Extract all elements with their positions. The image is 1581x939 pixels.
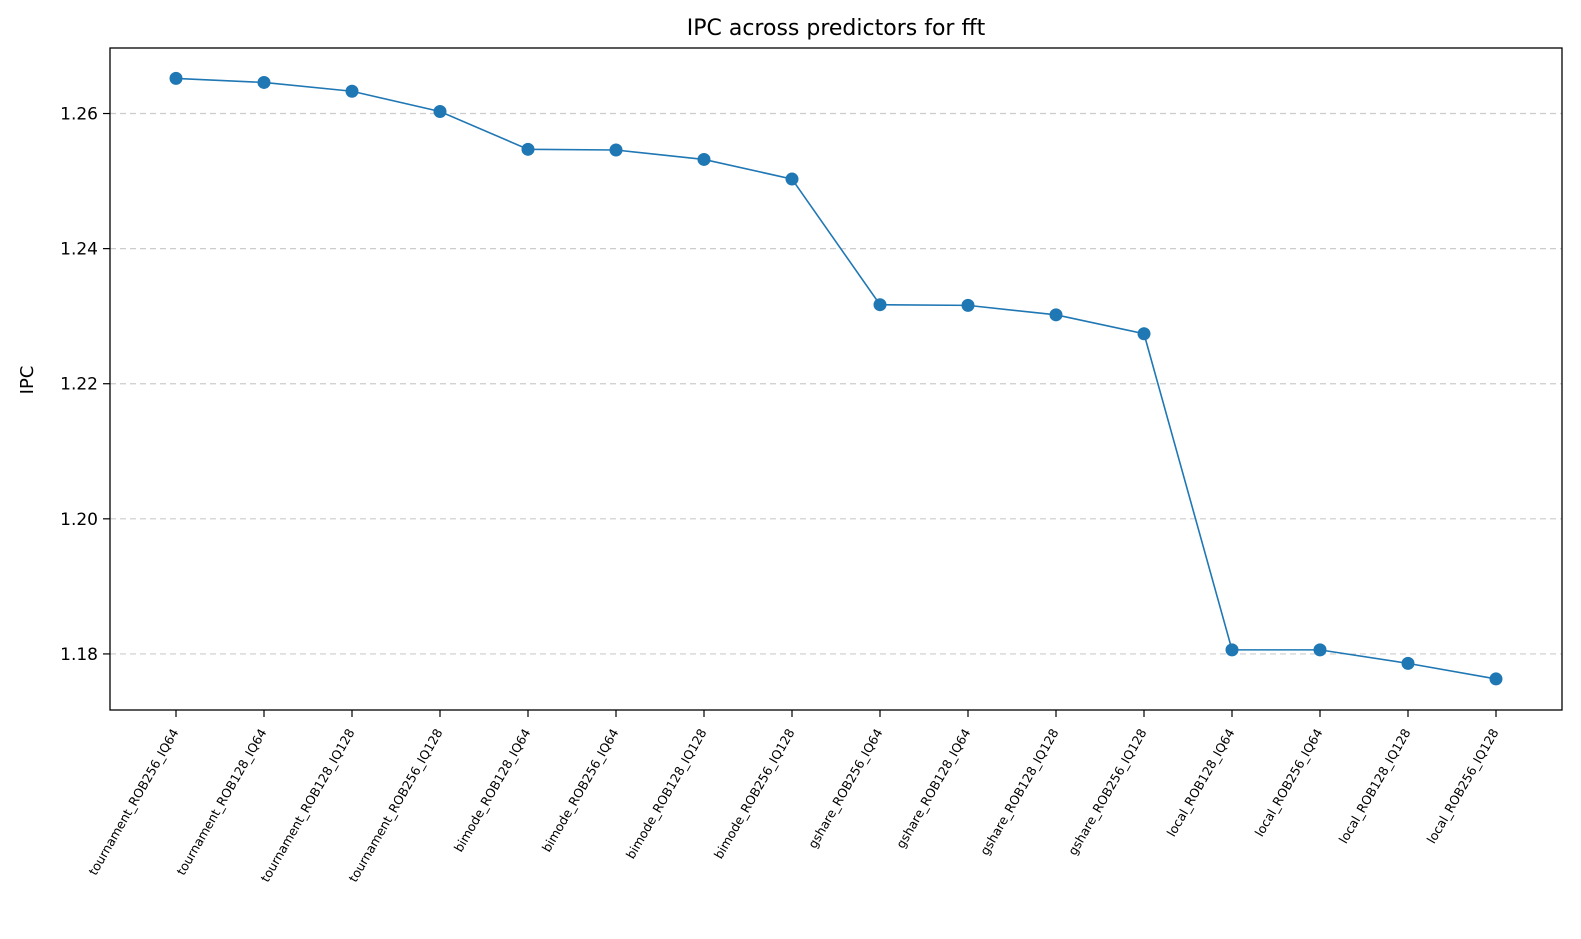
- x-tick-label: local_ROB128_IQ64: [1164, 726, 1238, 839]
- y-tick-label: 1.22: [60, 375, 98, 395]
- series-line-path: [175, 77, 1497, 680]
- data-point: [961, 298, 975, 312]
- data-point: [609, 143, 623, 157]
- x-tick-label: tournament_ROB256_IQ128: [345, 726, 445, 885]
- x-tick-label: bimode_ROB256_IQ64: [539, 726, 622, 855]
- x-tick-label: gshare_ROB128_IQ64: [893, 726, 974, 851]
- x-tick-label: gshare_ROB128_IQ128: [977, 726, 1062, 858]
- y-tick-label: 1.20: [60, 510, 98, 530]
- series-line: [175, 77, 1497, 680]
- y-tick-label: 1.24: [60, 240, 98, 260]
- x-tick-label: bimode_ROB128_IQ64: [451, 726, 534, 855]
- x-tick-label: tournament_ROB256_IQ64: [85, 726, 181, 878]
- data-point: [169, 71, 183, 85]
- x-tick-label: local_ROB128_IQ128: [1336, 726, 1414, 846]
- x-tick-label: local_ROB256_IQ64: [1252, 726, 1326, 839]
- gridlines: [110, 112, 1562, 655]
- chart-title: IPC across predictors for fft: [687, 16, 986, 41]
- x-tick-label: tournament_ROB128_IQ128: [257, 726, 357, 885]
- y-axis-label: IPC: [17, 366, 38, 395]
- data-point: [257, 75, 271, 89]
- data-point: [1401, 656, 1415, 670]
- x-tick-label: bimode_ROB128_IQ128: [623, 726, 710, 861]
- data-point: [785, 172, 799, 186]
- data-points: [169, 71, 1503, 686]
- plot-frame: [109, 47, 1563, 711]
- data-point: [1489, 672, 1503, 686]
- data-point: [345, 84, 359, 98]
- x-tick-label: local_ROB256_IQ128: [1424, 726, 1502, 846]
- y-axis-ticks: 1.18 1.20 1.22 1.24 1.26: [60, 105, 110, 665]
- x-tick-label: gshare_ROB256_IQ64: [805, 726, 886, 851]
- data-point: [873, 298, 887, 312]
- x-tick-label: bimode_ROB256_IQ128: [711, 726, 798, 861]
- x-tick-label: gshare_ROB256_IQ128: [1065, 726, 1150, 858]
- x-tick-label: tournament_ROB128_IQ64: [173, 726, 269, 878]
- data-point: [1049, 308, 1063, 322]
- data-point: [433, 104, 447, 118]
- y-tick-label: 1.18: [60, 645, 98, 665]
- data-point: [1313, 643, 1327, 657]
- data-point: [1137, 327, 1151, 341]
- data-point: [521, 142, 535, 156]
- data-point: [697, 152, 711, 166]
- x-axis-ticks: tournament_ROB256_IQ64tournament_ROB128_…: [85, 710, 1502, 885]
- y-tick-label: 1.26: [60, 105, 98, 125]
- data-point: [1225, 643, 1239, 657]
